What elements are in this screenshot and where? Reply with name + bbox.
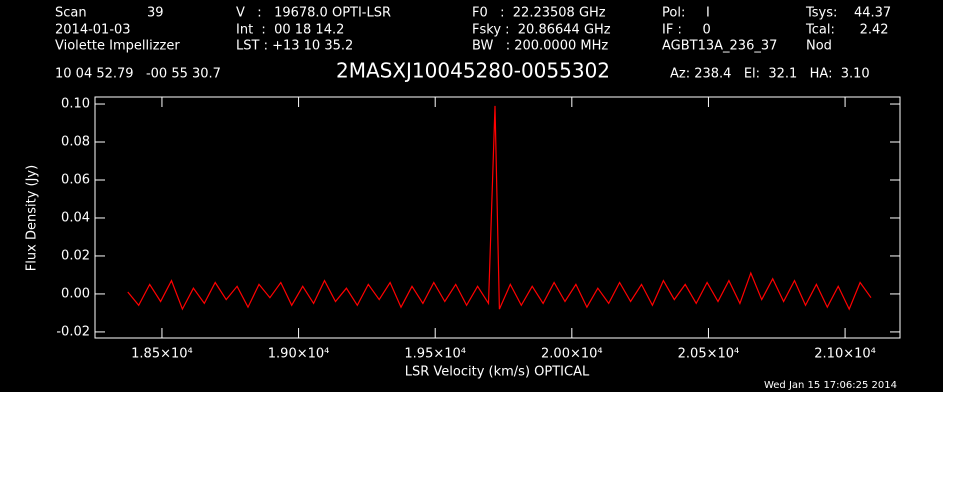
pointing: Az: 238.4 El: 32.1 HA: 3.10 xyxy=(670,67,870,82)
header-text: AGBT13A_236_37 xyxy=(662,39,777,54)
header-text: Nod xyxy=(806,39,832,54)
header-text: BW : 200.0000 MHz xyxy=(472,39,608,54)
header-text: Tcal: 2.42 xyxy=(805,23,889,38)
coords: 10 04 52.79 -00 55 30.7 xyxy=(55,67,221,82)
header-text: Violette Impellizzer xyxy=(55,39,180,54)
header-text: IF : 0 xyxy=(662,23,711,38)
header-text: Tsys: 44.37 xyxy=(805,6,891,21)
chart-title: 2MASXJ10045280-0055302 xyxy=(336,59,610,83)
header-text: Pol: I xyxy=(662,6,710,21)
footer: Wed Jan 15 17:06:25 2014 xyxy=(764,380,897,391)
header-text: 2014-01-03 xyxy=(55,23,131,38)
x-tick-label: 2.00×10⁴ xyxy=(541,347,603,362)
y-tick-label: 0.06 xyxy=(61,172,90,187)
x-tick-label: 2.05×10⁴ xyxy=(678,347,740,362)
y-tick-label: 0.08 xyxy=(61,135,90,150)
y-tick-label: 0.10 xyxy=(61,97,90,112)
header-text: LST : +13 10 35.2 xyxy=(236,39,353,54)
y-axis-label: Flux Density (Jy) xyxy=(25,165,40,271)
x-tick-label: 1.90×10⁴ xyxy=(268,347,330,362)
header-text: Int : 00 18 14.2 xyxy=(236,23,344,38)
header-text: Fsky : 20.86644 GHz xyxy=(472,23,611,38)
x-tick-label: 1.85×10⁴ xyxy=(131,347,193,362)
header-text: Scan xyxy=(55,6,87,21)
x-tick-label: 2.10×10⁴ xyxy=(814,347,876,362)
x-axis-label: LSR Velocity (km/s) OPTICAL xyxy=(405,365,590,380)
y-tick-label: -0.02 xyxy=(56,324,90,339)
header-text: F0 : 22.23508 GHz xyxy=(472,6,606,21)
header-text: V : 19678.0 OPTI-LSR xyxy=(236,6,391,21)
spectrum-line xyxy=(127,105,872,311)
y-tick-label: 0.04 xyxy=(61,210,90,225)
header-text: 39 xyxy=(147,6,164,21)
background xyxy=(0,0,943,392)
y-tick-label: 0.00 xyxy=(61,286,90,301)
y-tick-label: 0.02 xyxy=(61,248,90,263)
x-tick-label: 1.95×10⁴ xyxy=(404,347,466,362)
